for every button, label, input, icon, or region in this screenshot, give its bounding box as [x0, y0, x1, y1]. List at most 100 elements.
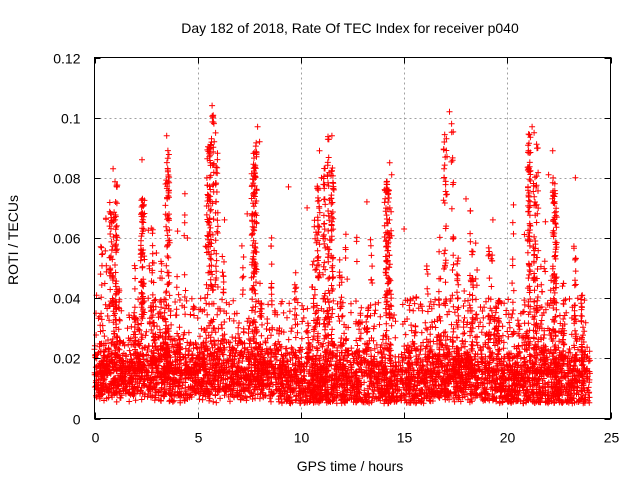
data-point — [473, 392, 480, 399]
data-point — [554, 370, 561, 377]
data-point — [539, 389, 546, 396]
data-point — [126, 389, 133, 396]
data-point — [310, 399, 317, 406]
data-point — [229, 334, 236, 341]
data-point — [247, 337, 254, 344]
data-point — [287, 394, 294, 400]
data-point — [246, 389, 253, 395]
data-point — [573, 391, 580, 398]
data-point — [94, 382, 101, 389]
data-point — [463, 382, 470, 389]
data-point — [198, 382, 205, 389]
data-point — [423, 325, 429, 332]
data-point — [301, 376, 308, 383]
data-point — [244, 373, 251, 380]
data-point — [268, 398, 274, 405]
data-point — [177, 397, 184, 404]
data-point — [184, 396, 191, 402]
data-point — [131, 384, 137, 391]
data-point — [472, 350, 479, 357]
data-point — [371, 345, 378, 352]
data-point — [96, 393, 103, 400]
data-point — [481, 376, 488, 383]
data-point — [138, 396, 145, 403]
data-point — [497, 380, 504, 387]
data-point — [158, 397, 165, 404]
data-point — [209, 344, 216, 351]
data-point — [556, 312, 563, 319]
data-point — [258, 332, 265, 339]
data-point — [434, 388, 441, 394]
data-point — [304, 305, 311, 312]
data-point — [339, 377, 346, 384]
data-point — [292, 305, 299, 312]
data-point — [160, 378, 167, 385]
data-point — [220, 359, 227, 366]
data-point — [427, 331, 434, 338]
data-point — [259, 352, 266, 359]
data-point — [213, 399, 220, 406]
data-point — [349, 382, 356, 389]
data-point — [199, 396, 206, 403]
data-point — [105, 394, 112, 401]
data-point — [212, 377, 218, 384]
data-point — [298, 335, 305, 342]
data-point — [511, 389, 518, 396]
data-point — [230, 387, 237, 394]
data-point — [144, 377, 151, 384]
data-point — [475, 323, 482, 330]
data-point — [236, 320, 242, 326]
data-point — [369, 394, 376, 401]
data-point — [250, 353, 257, 360]
data-point — [300, 394, 306, 401]
data-point — [234, 375, 241, 382]
data-point — [486, 320, 493, 327]
data-point — [521, 301, 528, 308]
data-point — [567, 394, 574, 400]
data-point — [407, 296, 414, 303]
data-point — [187, 392, 194, 399]
data-point — [412, 400, 419, 407]
data-point — [358, 398, 365, 405]
data-point — [540, 375, 547, 382]
data-point — [198, 325, 205, 332]
data-point — [121, 342, 128, 349]
data-point — [237, 374, 244, 381]
data-point — [558, 373, 565, 380]
data-point — [279, 380, 286, 387]
data-point — [250, 374, 257, 381]
data-point — [417, 378, 424, 385]
data-point — [464, 372, 471, 379]
data-point — [199, 378, 206, 385]
data-point — [207, 360, 214, 367]
data-point — [113, 398, 120, 405]
data-point — [426, 397, 433, 404]
data-point — [525, 375, 532, 382]
data-point — [569, 376, 576, 383]
data-point — [558, 389, 565, 396]
data-point — [151, 397, 158, 404]
data-point — [263, 326, 270, 332]
data-point — [169, 397, 176, 404]
data-point — [416, 380, 423, 387]
data-point — [210, 398, 217, 405]
data-point — [285, 336, 292, 343]
data-point — [297, 391, 304, 398]
data-point — [566, 346, 573, 352]
data-point — [284, 378, 291, 385]
data-point — [398, 351, 405, 358]
data-point — [586, 376, 593, 383]
data-point — [376, 321, 383, 328]
data-point — [150, 377, 157, 384]
data-point — [138, 320, 145, 327]
data-point — [533, 389, 540, 396]
data-point — [478, 391, 485, 398]
data-point — [112, 199, 119, 205]
data-point — [344, 386, 351, 392]
data-point — [448, 390, 454, 397]
data-point — [266, 383, 273, 390]
data-point — [388, 322, 395, 329]
data-point — [140, 352, 147, 359]
data-point — [220, 380, 227, 387]
